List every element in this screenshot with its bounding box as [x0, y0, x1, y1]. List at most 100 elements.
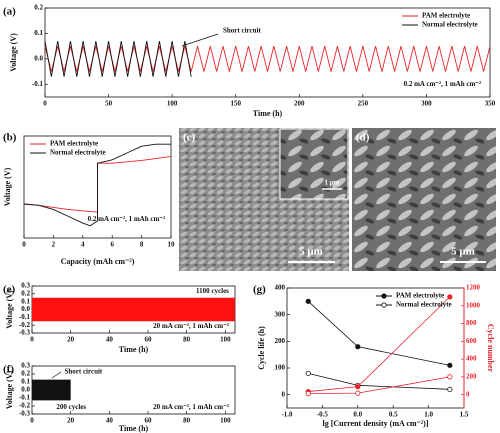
legend-marker [381, 293, 387, 299]
panel-label: (f) [3, 364, 14, 376]
sem-image-d: (d) 5 μm [352, 128, 496, 271]
x-tick-label: 2 [52, 241, 56, 249]
y2-tick-label: 1000 [466, 301, 481, 309]
chart-panel: (f) 0 20 40 60 80 100 0.30.20.10.0-0.1-0.2-0.3 T… [3, 362, 236, 433]
data-line [308, 376, 450, 394]
inset-photo [279, 128, 349, 200]
legend-label: PAM electrolyte [50, 140, 98, 148]
legend-label: Normal electrolyte [50, 149, 106, 157]
data-line [307, 301, 450, 366]
x-tick-label: 50 [105, 100, 113, 108]
y-tick-label: 0.1 [21, 297, 30, 305]
y-tick-label: -0.3 [19, 410, 31, 418]
data-point [447, 362, 453, 368]
pointer [181, 33, 219, 47]
y2-axis [463, 288, 465, 408]
y2-axis-title: Cycle number [486, 324, 495, 373]
y-tick-label: -0.1 [32, 80, 44, 88]
chart-panel: (b) 0 2 4 6 8 10 Capacity (mAh cm⁻²) Voltage (V)… [3, 132, 175, 266]
data-band [32, 379, 71, 401]
y-tick-label: -0.2 [19, 402, 31, 410]
panel-label: (b) [3, 132, 17, 144]
x-tick-label: 60 [145, 417, 153, 425]
y-tick-label: 0.3 [21, 282, 30, 290]
x-axis-title: Time (h) [253, 109, 283, 118]
data-point [355, 390, 361, 396]
annotation: 20 mA cm⁻², 1 mAh cm⁻² [153, 403, 229, 411]
sem-photo [352, 128, 496, 271]
y-tick-label: 0.3 [21, 362, 30, 370]
y-tick-label: 100 [275, 364, 286, 372]
x-tick-label: 20 [67, 417, 75, 425]
y2-tick-label: 0 [466, 390, 470, 398]
x-tick-label: -0.5 [317, 411, 329, 419]
x-tick-label: 250 [358, 100, 369, 108]
data-line [308, 296, 451, 392]
x-axis-title: Time (h) [119, 424, 149, 433]
x-axis-title: lg [Current density (mA cm⁻²)] [322, 419, 428, 428]
x-tick-label: 1.5 [460, 411, 469, 419]
x-tick-label: 100 [167, 100, 178, 108]
annotation: 200 cycles [56, 403, 86, 411]
x-tick-label: 0 [43, 100, 47, 108]
annotation: 20 mA cm⁻², 1 mAh cm⁻² [153, 322, 229, 330]
y-tick-label: 300 [275, 310, 286, 318]
y-tick-label: 0.1 [34, 29, 43, 37]
data-point [305, 370, 311, 376]
legend-label: PAM electrolyte [396, 292, 444, 300]
x-tick-label: 100 [220, 336, 231, 344]
x-tick-label: 0.0 [353, 411, 362, 419]
x-tick-label: 0 [22, 241, 26, 249]
panel-label: (a) [3, 6, 16, 18]
y-axis-title: Voltage (V) [5, 290, 14, 329]
x-tick-label: 8 [140, 241, 144, 249]
chart-panel: (a) 0 50 100 150 200 250 300 350 0.2 0.1 0.0 -0.1 Tim… [3, 4, 496, 118]
x-tick-label: 0.5 [389, 411, 398, 419]
data-line [308, 372, 450, 390]
y-tick-label: -0.1 [19, 313, 31, 321]
y-tick-label: -0.1 [19, 394, 31, 402]
y-tick-label: -0.3 [19, 329, 31, 337]
chart-panel: (e) 0 20 40 60 80 100 0.30.20.10.0-0.1-0.2-0.3 T… [3, 282, 236, 354]
data-point [355, 344, 361, 350]
annotation: 0.2 mA cm⁻², 1 mAh cm⁻² [404, 80, 482, 88]
y2-tick-label: 1200 [466, 284, 481, 292]
panel-label: (e) [3, 284, 16, 296]
legend-label: PAM electrolyte [422, 12, 470, 20]
data-line [23, 143, 171, 227]
x-tick-label: 100 [220, 417, 231, 425]
y2-tick-label: 400 [466, 355, 477, 363]
y-axis-title: Cycle life (h) [257, 326, 266, 370]
x-tick-label: -1.0 [281, 411, 293, 419]
data-point [355, 384, 361, 390]
x-axis-title: Time (h) [119, 345, 149, 354]
data-point [447, 386, 453, 392]
x-tick-label: 40 [106, 417, 114, 425]
y-tick-label: 0.2 [21, 370, 30, 378]
chart-panel: (g) -1.0 -0.5 0.0 0.5 1.0 1.5 0 100 200 300 400 0 200… [253, 284, 495, 428]
legend-label: Normal electrolyte [396, 301, 452, 309]
y-tick-label: 0.0 [21, 305, 30, 313]
panel-label: (c) [183, 132, 196, 144]
x-tick-label: 150 [230, 100, 241, 108]
annotation: Short circuit [64, 367, 102, 375]
y-tick-label: 0.0 [34, 54, 43, 62]
y-tick-label: 0.2 [34, 4, 43, 12]
x-tick-label: 20 [67, 336, 75, 344]
annotation: Short circuit [223, 27, 261, 35]
x-tick-label: 200 [294, 100, 305, 108]
data-point [447, 294, 453, 300]
annotation: 0.2 mA cm⁻², 1 mAh cm⁻² [88, 215, 166, 223]
y-axis-title: Voltage (V) [5, 370, 14, 409]
scale-label: 5 μm [299, 246, 323, 258]
x-tick-label: 10 [168, 241, 176, 249]
data-point [305, 298, 311, 304]
y-tick-label: -0.2 [19, 321, 31, 329]
y-tick-label: 0 [282, 390, 286, 398]
plot-frame [44, 7, 491, 98]
scale-label: 5 μm [451, 246, 475, 258]
x-tick-label: 40 [106, 336, 114, 344]
data-band [32, 297, 235, 322]
annotation: 1100 cycles [196, 287, 229, 295]
